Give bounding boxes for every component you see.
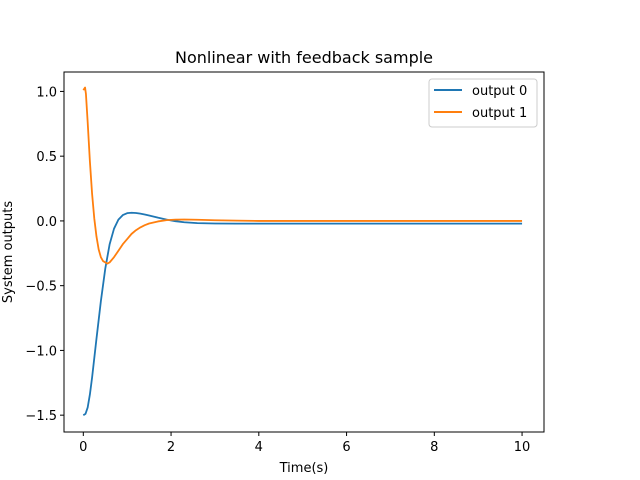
y-tick-label: −1.0	[25, 344, 57, 359]
legend: output 0 output 1	[428, 78, 538, 128]
plot-lines	[82, 86, 523, 416]
y-axis-label: System outputs	[1, 201, 16, 303]
y-tick-label: 0.5	[36, 150, 57, 165]
x-tick-label: 0	[79, 440, 87, 455]
x-tick-label: 8	[430, 440, 438, 455]
y-axis-ticks: −1.5 −1.0 −0.5 0.0 0.5 1.0	[25, 85, 64, 424]
x-tick-label: 4	[255, 440, 263, 455]
legend-label-output-1: output 1	[472, 106, 527, 121]
x-tick-label: 10	[514, 440, 531, 455]
chart-title: Nonlinear with feedback sample	[175, 48, 433, 67]
y-tick-label: −1.5	[25, 409, 57, 424]
legend-label-output-0: output 0	[472, 84, 527, 99]
y-tick-label: −0.5	[25, 280, 57, 295]
series-line-output-0	[82, 211, 523, 416]
x-tick-label: 2	[167, 440, 175, 455]
x-tick-label: 6	[342, 440, 350, 455]
x-axis-label: Time(s)	[279, 461, 329, 476]
y-tick-label: 1.0	[36, 85, 57, 100]
y-tick-label: 0.0	[36, 215, 57, 230]
x-axis-ticks: 0 2 4 6 8 10	[79, 432, 530, 455]
plot-area-frame	[63, 71, 545, 433]
series-line-output-1	[82, 86, 523, 265]
